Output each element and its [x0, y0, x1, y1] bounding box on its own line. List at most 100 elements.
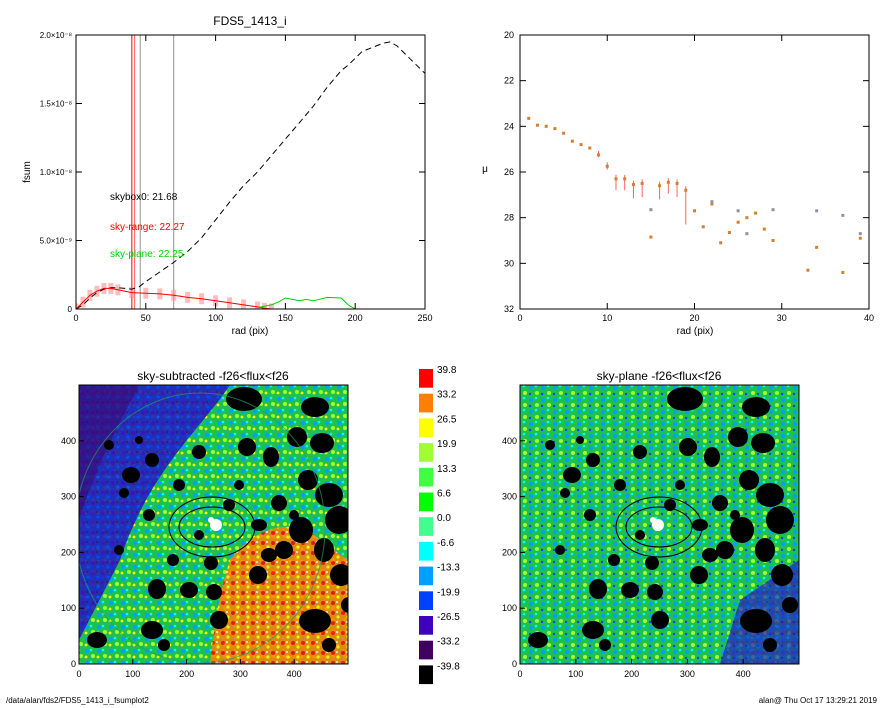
masked-source: [560, 488, 570, 498]
colorbar-swatch: [419, 467, 433, 487]
data-point: [858, 236, 862, 240]
masked-source: [148, 579, 166, 599]
colorbar-swatch: [419, 566, 433, 586]
masked-source: [238, 438, 256, 456]
masked-source: [582, 621, 604, 639]
masked-source: [234, 480, 244, 490]
masked-source: [690, 566, 708, 584]
x-tick-label: 40: [864, 313, 874, 323]
y-tick-label: 0: [512, 659, 517, 669]
masked-source: [635, 530, 645, 540]
y-tick-label: 200: [61, 547, 76, 557]
x-tick-label: 100: [208, 313, 223, 323]
x-tick-label: 0: [73, 313, 78, 323]
masked-source: [330, 564, 348, 586]
data-point: [727, 231, 731, 235]
masked-source: [766, 506, 794, 534]
x-tick-label: 400: [287, 669, 302, 679]
sky-subtracted-image: sky-subtracted -f26<flux<f26 0 100 200 300 4…: [61, 369, 349, 679]
annotation-sky-plane: sky-plane: 22.25: [110, 249, 184, 260]
aperture-ellipse: [615, 496, 703, 558]
masked-source: [158, 639, 170, 651]
masked-source: [275, 541, 293, 559]
data-point: [815, 209, 819, 213]
masked-source: [143, 509, 155, 521]
masked-source: [104, 440, 114, 450]
x-tick-label: 30: [777, 313, 787, 323]
masked-source: [180, 582, 198, 598]
masked-source: [545, 440, 555, 450]
data-point: [658, 184, 662, 188]
masked-source: [584, 509, 596, 521]
masked-source: [301, 397, 329, 417]
y-tick-label: 200: [502, 547, 517, 557]
masked-source: [141, 621, 163, 639]
data-point: [841, 213, 845, 217]
data-point: [841, 270, 845, 274]
masked-source: [555, 545, 565, 555]
series-line-2: [257, 296, 356, 309]
masked-source: [287, 427, 307, 447]
masked-source: [716, 541, 734, 559]
data-point: [562, 131, 566, 135]
colorbar-swatch: [419, 393, 433, 413]
masked-source: [119, 488, 129, 498]
data-point: [754, 211, 758, 215]
sky-plane-image: sky-plane -f26<flux<f26 0 100 200 300 400 0 10…: [502, 369, 800, 679]
colorbar-label: 0.0: [437, 513, 451, 524]
y-tick-label: 24: [504, 121, 514, 131]
data-point: [806, 268, 810, 272]
data-point: [719, 241, 723, 245]
masked-source: [645, 556, 659, 570]
data-point: [597, 153, 601, 157]
annotation-skybox0: skybox0: 21.68: [110, 192, 178, 203]
x-tick-label: 200: [348, 313, 363, 323]
series-line-0: [76, 41, 425, 309]
masked-source: [210, 611, 228, 629]
masked-source: [599, 639, 611, 651]
data-point: [736, 220, 740, 224]
y-tick-label: 100: [502, 603, 517, 613]
masked-source: [608, 554, 620, 566]
colorbar-swatch: [419, 616, 433, 635]
masked-source: [621, 582, 639, 598]
chart-title: FDS5_1413_i: [213, 14, 286, 28]
y-tick-label: 1.5×10⁻⁸: [40, 100, 72, 109]
data-point: [684, 188, 688, 192]
data-point: [605, 164, 609, 168]
x-tick-label: 100: [125, 669, 140, 679]
masked-source: [289, 517, 313, 543]
colorbar-label: 6.6: [437, 489, 451, 500]
x-tick-label: 50: [141, 313, 151, 323]
colorbar-label: -26.5: [437, 612, 460, 623]
masked-source: [263, 447, 279, 467]
data-point: [544, 124, 548, 128]
colorbar-swatch: [419, 541, 433, 561]
data-point: [631, 183, 635, 187]
data-point: [579, 143, 583, 147]
masked-source: [114, 545, 124, 555]
annotation-sky-range: sky-range: 22.27: [110, 222, 185, 233]
footer-user-time: alan@ Thu Oct 17 13:29:21 2019: [758, 696, 877, 705]
x-tick-label: 0: [517, 669, 522, 679]
colorbar-label: -13.3: [437, 563, 460, 574]
colorbar-swatch: [419, 418, 433, 438]
data-point: [640, 181, 644, 185]
data-point: [666, 180, 670, 184]
data-point: [815, 245, 819, 249]
data-point: [745, 216, 749, 220]
masked-source: [204, 556, 218, 570]
masked-source: [298, 470, 318, 490]
plot-frame: [75, 34, 426, 310]
colorbar-label: 13.3: [437, 464, 457, 475]
colorbar-swatch: [419, 640, 433, 660]
data-point: [745, 232, 749, 236]
colorbar-swatch: [419, 517, 433, 536]
y-tick-label: 0: [71, 659, 76, 669]
data-point: [858, 232, 862, 236]
masked-source: [763, 638, 777, 652]
masked-source: [730, 517, 754, 543]
data-point: [762, 227, 766, 231]
colorbar-label: 39.8: [437, 365, 457, 376]
